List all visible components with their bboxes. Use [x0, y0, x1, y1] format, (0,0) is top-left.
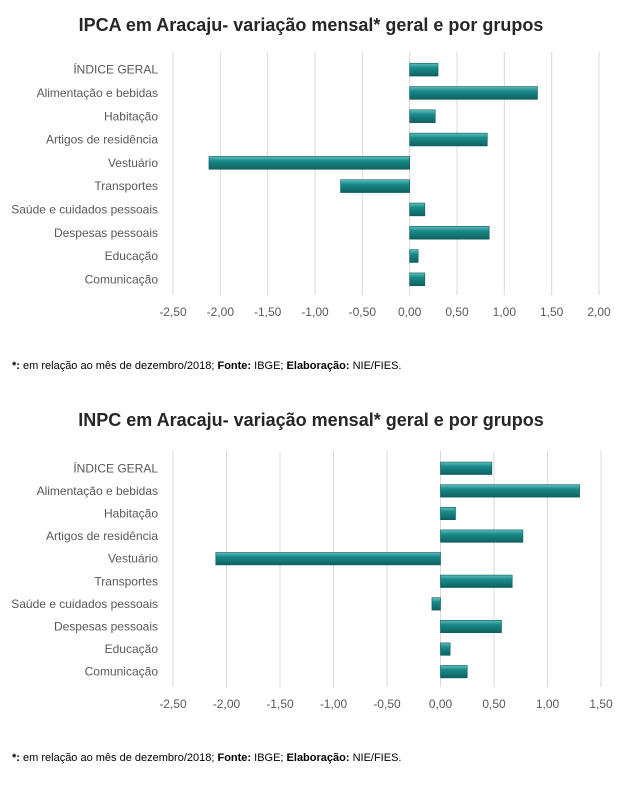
category-label: Artigos de residência: [46, 529, 158, 543]
footnote-text: em relação ao mês de dezembro/2018;: [19, 752, 218, 764]
x-tick-label: -2,50: [159, 697, 187, 711]
bar: [340, 179, 410, 193]
category-label: Educação: [105, 642, 159, 656]
x-tick-label: 2,00: [587, 305, 611, 319]
chart1-title: IPCA em Aracaju- variação mensal* geral …: [78, 15, 544, 35]
footnote-fonte-value: IBGE;: [251, 360, 287, 372]
category-label: Artigos de residência: [46, 133, 158, 147]
category-label: Despesas pessoais: [54, 226, 158, 240]
category-label: Educação: [105, 249, 159, 263]
footnote-elab-label: Elaboração:: [286, 752, 350, 764]
bar: [440, 461, 493, 475]
footnote-elab-value: NIE/FIES.: [349, 752, 402, 764]
x-tick-label: 0,00: [398, 305, 422, 319]
chart2-footnote: *: em relação ao mês de dezembro/2018; F…: [12, 752, 401, 764]
footnote-star: *:: [12, 752, 20, 764]
footnote-text: em relação ao mês de dezembro/2018;: [19, 360, 218, 372]
bar: [440, 529, 524, 543]
category-label: Comunicação: [85, 272, 159, 286]
chart1-footnote: *: em relação ao mês de dezembro/2018; F…: [12, 360, 401, 372]
bar: [409, 202, 426, 217]
footnote-star: *:: [12, 360, 20, 372]
category-label: Comunicação: [85, 665, 159, 679]
bar: [409, 249, 419, 263]
bar: [409, 272, 426, 287]
category-label: Alimentação e bebidas: [37, 86, 158, 100]
x-tick-label: 1,00: [536, 697, 560, 711]
category-label: ÍNDICE GERAL: [73, 460, 158, 475]
bar: [409, 132, 488, 147]
bar: [409, 86, 538, 100]
bar: [440, 574, 513, 588]
bar: [431, 597, 441, 611]
category-label: Saúde e cuidados pessoais: [11, 202, 158, 216]
bar: [409, 226, 490, 240]
footnote-fonte-label: Fonte:: [217, 360, 252, 372]
category-label: Vestuário: [108, 552, 158, 566]
x-tick-label: -0,50: [373, 697, 401, 711]
footnote-fonte-value: IBGE;: [251, 752, 287, 764]
x-tick-label: -2,50: [159, 305, 187, 319]
x-tick-label: -1,50: [266, 697, 294, 711]
category-label: Habitação: [104, 507, 158, 521]
category-label: Habitação: [104, 109, 158, 123]
category-label: Transportes: [94, 179, 158, 193]
x-tick-label: -1,00: [301, 305, 329, 319]
x-tick-label: -0,50: [349, 305, 377, 319]
footnote-elab-value: NIE/FIES.: [349, 360, 402, 372]
x-tick-label: -2,00: [213, 697, 241, 711]
footnote-fonte-label: Fonte:: [217, 752, 252, 764]
footnote-elab-label: Elaboração:: [286, 360, 350, 372]
bar: [409, 62, 439, 77]
bar: [440, 665, 468, 679]
category-label: Transportes: [94, 574, 158, 588]
bar: [208, 156, 410, 170]
x-tick-label: 0,50: [482, 697, 506, 711]
category-label: Vestuário: [108, 156, 158, 170]
bar: [440, 484, 580, 498]
x-tick-label: -1,00: [320, 697, 348, 711]
category-label: ÍNDICE GERAL: [73, 62, 158, 77]
bar: [440, 619, 502, 634]
x-tick-label: -2,00: [207, 305, 235, 319]
category-label: Alimentação e bebidas: [37, 484, 158, 498]
category-label: Despesas pessoais: [54, 620, 158, 634]
x-tick-label: 0,50: [445, 305, 469, 319]
bar: [409, 109, 436, 123]
chart2-title: INPC em Aracaju- variação mensal* geral …: [78, 410, 544, 430]
category-label: Saúde e cuidados pessoais: [11, 597, 158, 611]
x-tick-label: 1,50: [540, 305, 564, 319]
inpc-chart: -2,50 -2,00 -1,50 -1,00 -0,50 0,00 0,50 1,00 1,5…: [11, 451, 613, 711]
ipca-chart: -2,50 -2,00 -1,50 -1,00 -0,50 0,00 0,50 1,00 1,5…: [11, 52, 611, 319]
bar: [440, 642, 451, 656]
x-tick-label: 1,50: [589, 697, 613, 711]
bar: [215, 552, 441, 566]
x-tick-label: 1,00: [493, 305, 517, 319]
bar: [440, 506, 456, 521]
x-tick-label: 0,00: [429, 697, 453, 711]
x-tick-label: -1,50: [254, 305, 282, 319]
